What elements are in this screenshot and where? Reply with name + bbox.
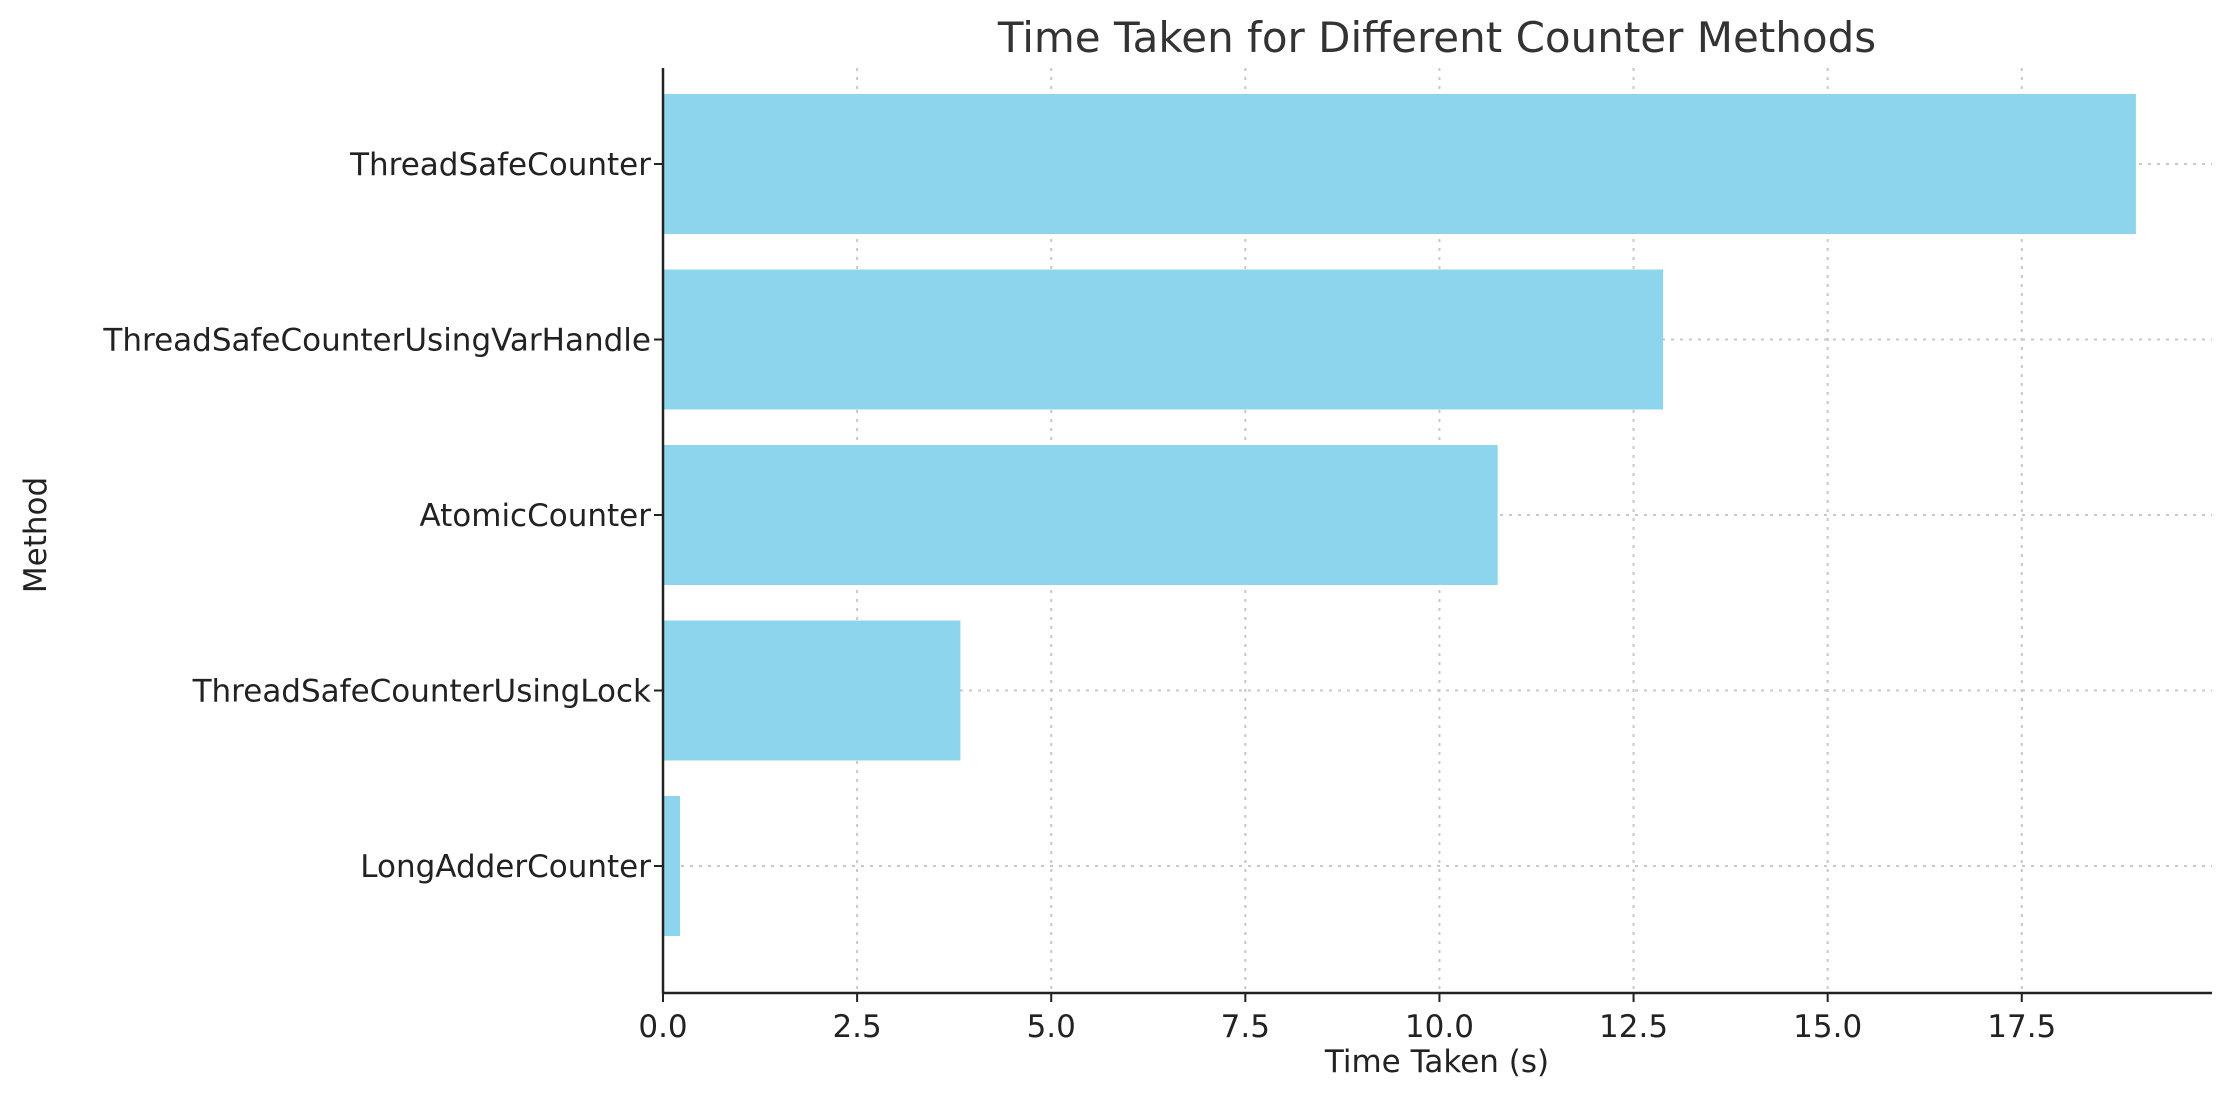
x-tick-label: 17.5 (1987, 1009, 2056, 1045)
axes (661, 68, 2212, 995)
y-ticks: ThreadSafeCounter ThreadSafeCounterUsingV… (102, 147, 663, 885)
chart-title: Time Taken for Different Counter Methods (997, 13, 1876, 62)
bar-ThreadSafeCounterUsingLock (663, 620, 961, 761)
bar-LongAdderCounter (663, 796, 681, 936)
x-tick-label: 7.5 (1221, 1009, 1270, 1045)
x-axis-label: Time Taken (s) (1324, 1044, 1549, 1080)
y-tick-label: AtomicCounter (419, 498, 651, 534)
x-tick-label: 12.5 (1599, 1009, 1668, 1045)
x-tick-label: 2.5 (832, 1009, 881, 1045)
x-tick-label: 10.0 (1405, 1009, 1474, 1045)
y-axis-label: Method (18, 477, 54, 593)
x-ticks: 0.0 2.5 5.0 7.5 10.0 12.5 15.0 17.5 (638, 993, 2056, 1045)
x-tick-label: 0.0 (638, 1009, 687, 1045)
bar-ThreadSafeCounterUsingVarHandle (663, 269, 1664, 410)
y-tick-label: ThreadSafeCounter (349, 147, 651, 183)
bars (663, 94, 2136, 936)
y-tick-label: ThreadSafeCounterUsingLock (192, 674, 651, 710)
y-tick-label: ThreadSafeCounterUsingVarHandle (102, 323, 651, 359)
bar-AtomicCounter (663, 445, 1498, 585)
x-tick-label: 15.0 (1793, 1009, 1862, 1045)
x-tick-label: 5.0 (1027, 1009, 1076, 1045)
y-tick-label: LongAdderCounter (360, 849, 651, 885)
bar-ThreadSafeCounter (663, 94, 2136, 234)
